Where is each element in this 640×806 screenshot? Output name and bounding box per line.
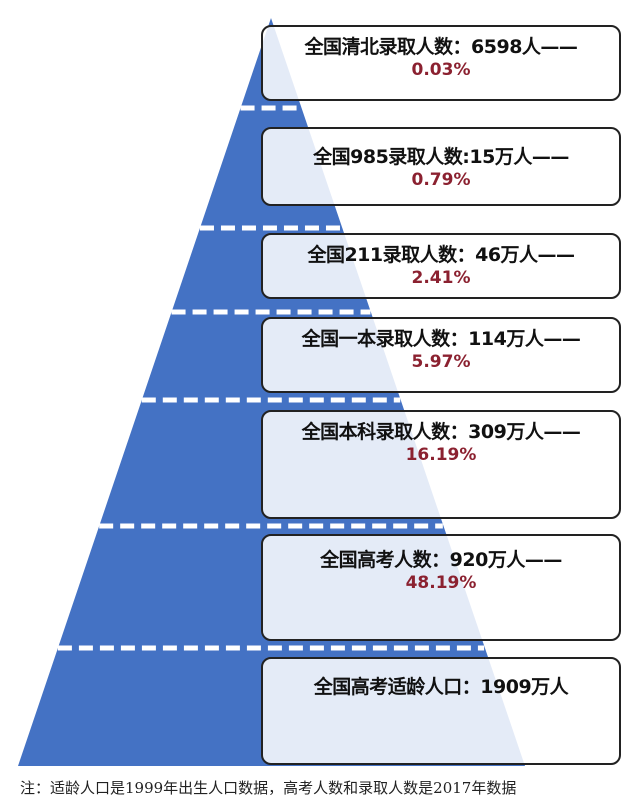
level-percent: 16.19%: [405, 445, 477, 465]
level-box-qingbei: 全国清北录取人数：6598人—— 0.03%: [261, 25, 621, 101]
level-percent: 5.97%: [411, 352, 471, 372]
level-box-985: 全国985录取人数:15万人—— 0.79%: [261, 127, 621, 206]
level-label: 全国高考人数：920万人——: [320, 549, 562, 571]
level-percent: 0.03%: [411, 60, 471, 80]
level-box-211: 全国211录取人数：46万人—— 2.41%: [261, 233, 621, 299]
level-label: 全国一本录取人数：114万人——: [301, 328, 581, 350]
level-percent: 0.79%: [411, 170, 471, 190]
level-label: 全国211录取人数：46万人——: [307, 244, 575, 266]
level-label: 全国高考适龄人口：1909万人: [313, 676, 569, 698]
level-box-gaokao: 全国高考人数：920万人—— 48.19%: [261, 534, 621, 641]
level-label: 全国985录取人数:15万人——: [313, 146, 569, 168]
level-box-yiben: 全国一本录取人数：114万人—— 5.97%: [261, 317, 621, 393]
footnote: 注：适龄人口是1999年出生人口数据，高考人数和录取人数是2017年数据: [20, 779, 517, 797]
level-label: 全国清北录取人数：6598人——: [304, 36, 578, 58]
level-box-population: 全国高考适龄人口：1909万人: [261, 657, 621, 765]
level-box-benke: 全国本科录取人数：309万人—— 16.19%: [261, 410, 621, 519]
level-percent: 2.41%: [411, 268, 471, 288]
level-label: 全国本科录取人数：309万人——: [301, 421, 581, 443]
level-percent: 48.19%: [405, 573, 477, 593]
